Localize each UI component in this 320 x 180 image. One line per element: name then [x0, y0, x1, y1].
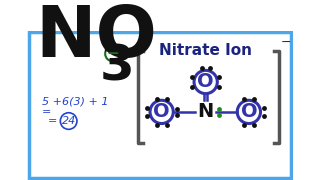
Text: O: O: [197, 73, 214, 91]
Text: O: O: [153, 102, 170, 121]
Text: −: −: [280, 36, 291, 49]
Text: O: O: [241, 102, 257, 121]
Text: −: −: [106, 46, 119, 61]
Text: 24: 24: [61, 116, 76, 126]
Text: NO: NO: [36, 3, 157, 72]
Text: 3: 3: [100, 42, 134, 90]
Text: =: =: [48, 116, 57, 126]
Text: N: N: [197, 102, 214, 121]
Text: =: =: [42, 107, 55, 117]
Text: Nitrate Ion: Nitrate Ion: [159, 43, 252, 58]
Text: 5 +6(3) + 1: 5 +6(3) + 1: [42, 97, 108, 107]
FancyBboxPatch shape: [29, 32, 291, 178]
